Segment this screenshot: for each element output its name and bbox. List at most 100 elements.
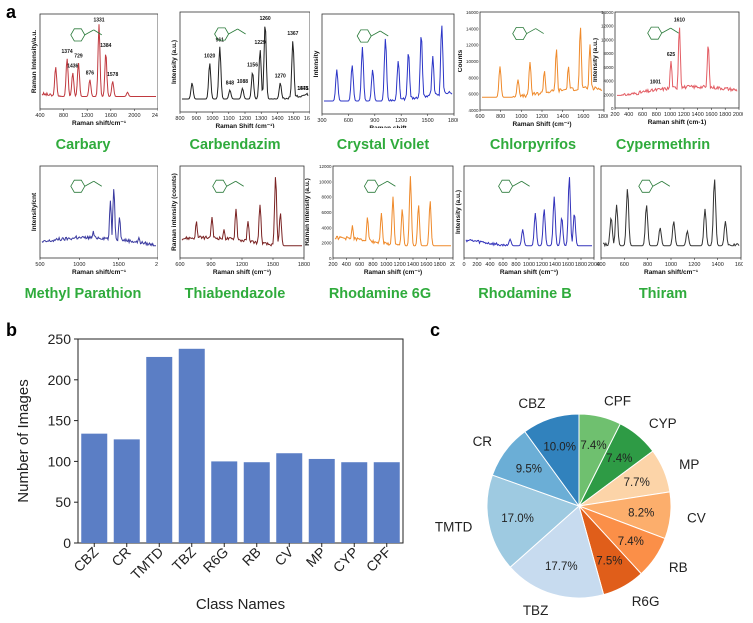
spectrum-x-tick-label: 1000 — [73, 262, 85, 268]
spectrum-name: Methyl Parathion — [24, 286, 142, 302]
molecule-bond — [521, 180, 530, 187]
molecule-bond — [378, 180, 388, 187]
spectrum-x-tick-label: 400 — [342, 262, 351, 268]
spectrum-x-tick-label: 1600 — [420, 262, 432, 268]
spectrum-panel-rhodamine-b: 0 200 400 600 800 1000 1200 1400 1600 1800 2000 Ram… — [450, 160, 600, 278]
pie-percent-label: 7.4% — [618, 536, 644, 548]
pie-chart: 7.4% CPF 7.4% CYP 7.7% MP 8.2% CV 7.4% RB 7.5% R6G 1… — [430, 320, 753, 618]
molecule-structure-icon — [356, 29, 389, 43]
spectrum-panel-rhodamine-6g: 200 400 600 800 1000 1200 1400 1600 1800 20 0 2000 4… — [305, 160, 455, 278]
molecule-ring — [638, 179, 654, 193]
bar-cpf — [373, 462, 400, 543]
spectrum-line — [181, 177, 302, 247]
spectrum-y-tick-label: 8000 — [468, 75, 479, 80]
spectrum-x-tick-label: 1400 — [557, 114, 569, 120]
spectrum-x-tick-label: 800 — [59, 113, 68, 119]
molecule-bond — [93, 29, 102, 36]
spectrum-x-tick-label: 1300 — [255, 116, 267, 122]
bar-y-tick-label: 0 — [63, 535, 71, 551]
spectrum-x-tick-label: 2000 — [128, 113, 140, 119]
spectrum-x-tick-label: 2000 — [588, 262, 600, 268]
bar-r6g — [211, 461, 238, 543]
spectrum-y-axis-label: Intensity (a.u.) — [171, 40, 178, 84]
spectrum-line — [182, 26, 309, 100]
spectrum-x-tick-label: 1500 — [267, 262, 279, 268]
pie-percent-label: 7.5% — [596, 556, 622, 568]
spectrum-peak-label: 1578 — [107, 72, 118, 78]
pie-category-label: CPF — [604, 393, 631, 408]
spectrum-frame — [479, 11, 605, 111]
spectrum-x-tick-label: 800 — [175, 116, 184, 122]
spectrum-frame — [39, 13, 158, 110]
spectrum-x-tick-label: 1800 — [448, 118, 458, 124]
spectrum-frame — [463, 165, 595, 259]
spectrum-y-axis-label: Intensity (a.u.) — [593, 38, 599, 82]
bar-tmtd — [146, 356, 173, 543]
pie-category-label: R6G — [632, 594, 660, 609]
spectrum-x-tick-label: 800 — [643, 262, 652, 268]
pie-percent-label: 17.7% — [545, 561, 578, 573]
bar-x-tick-label: CPF — [363, 544, 394, 575]
spectrum-y-tick-label: 2000 — [321, 241, 332, 246]
spectrum-y-tick-label: 0 — [329, 256, 332, 261]
spectrum-x-tick-label: 1400 — [407, 262, 419, 268]
spectrum-x-tick-label: 1800 — [298, 262, 310, 268]
spectrum-x-tick-label: 1200 — [395, 118, 407, 124]
spectrum-x-axis-label: Raman Shift (cm⁻¹) — [215, 123, 274, 128]
spectrum-x-tick-label: 1400 — [549, 262, 561, 268]
molecule-ring — [70, 179, 86, 193]
spectrum-peak-label: 1088 — [237, 79, 248, 85]
spectrum-x-tick-label: 800 — [496, 114, 505, 120]
bar-x-tick-label: CR — [108, 544, 134, 570]
spectrum-x-tick-label: 200 — [472, 262, 481, 268]
spectrum-x-tick-label: 1600 — [705, 112, 717, 118]
spectrum-peak-label: 1156 — [247, 63, 258, 69]
spectrum-y-axis-label: Raman intensity (counts) — [171, 173, 178, 251]
spectrum-panel-thiabendazole: 600 900 1200 1500 1800 Raman shift (cm⁻¹) Rama… — [160, 160, 310, 278]
spectrum-plot: 600 800 1000 1200 1400 1600 1800 4000 6000 8000 10… — [458, 10, 608, 128]
spectrum-x-tick-label: 600 — [475, 114, 484, 120]
spectrum-x-tick-label: 1400 — [692, 112, 704, 118]
spectrum-x-tick-label: 1200 — [678, 112, 690, 118]
spectrum-x-tick-label: 1200 — [236, 262, 248, 268]
spectrum-plot: 2004006008001000120014001600180020000200… — [593, 10, 743, 126]
spectrum-y-axis-label: Raman Intensity (a.u.) — [305, 178, 311, 246]
spectrum-x-tick-label: 1200 — [688, 262, 700, 268]
spectrum-peak-label: 876 — [86, 70, 95, 76]
spectrum-frame — [332, 165, 454, 259]
spectrum-name: Crystal Violet — [336, 137, 430, 153]
spectrum-x-tick-label: 1200 — [394, 262, 406, 268]
molecule-structure-icon — [70, 28, 102, 42]
spectrum-y-tick-label: 12000 — [601, 24, 614, 29]
spectrum-plot: 600 900 1200 1500 1800 Raman shift (cm⁻¹) Rama… — [171, 165, 310, 276]
molecule-bond — [228, 28, 238, 35]
spectrum-peak-label: 1374 — [62, 49, 73, 55]
spectrum-name: Chlorpyrifos — [489, 137, 577, 153]
molecule-ring — [214, 27, 230, 41]
spectrum-x-tick-label: 20 — [155, 262, 158, 268]
pie-category-label: CYP — [649, 416, 677, 431]
spectrum-x-tick-label: 1200 — [239, 116, 251, 122]
pie-category-label: CBZ — [518, 396, 545, 411]
spectrum-name: Cypermethrin — [615, 137, 711, 153]
spectrum-peak-label: 848 — [226, 81, 235, 87]
bar-x-tick-label: R6G — [200, 544, 232, 576]
spectrum-x-tick-label: 600 — [175, 262, 184, 268]
molecule-structure-icon — [647, 26, 679, 40]
spectrum-name: Rhodamine B — [478, 286, 572, 302]
spectrum-x-tick-label: 1600 — [304, 116, 310, 122]
spectrum-x-tick-label: 1400 — [271, 116, 283, 122]
bar-cr — [113, 439, 140, 543]
pie-category-label: CV — [687, 510, 706, 525]
spectrum-x-tick-label: 1600 — [562, 262, 574, 268]
pie-percent-label: 9.5% — [516, 464, 542, 476]
molecule-structure-icon — [70, 179, 102, 193]
spectrum-plot: 0 200 400 600 800 1000 1200 1400 1600 1800 2000 Ram… — [455, 165, 600, 276]
bar-y-tick-label: 50 — [55, 494, 71, 510]
bar-x-axis-label: Class Names — [196, 596, 285, 613]
pie-chart-svg: 7.4% CPF 7.4% CYP 7.7% MP 8.2% CV 7.4% RB 7.5% R6G 1… — [435, 393, 706, 618]
spectrum-x-tick-label: 1200 — [536, 262, 548, 268]
spectrum-frame — [614, 11, 740, 109]
spectrum-panel-carbendazim: 800 900 1000 1100 1200 1300 1400 1500 1600 Raman … — [160, 6, 310, 128]
